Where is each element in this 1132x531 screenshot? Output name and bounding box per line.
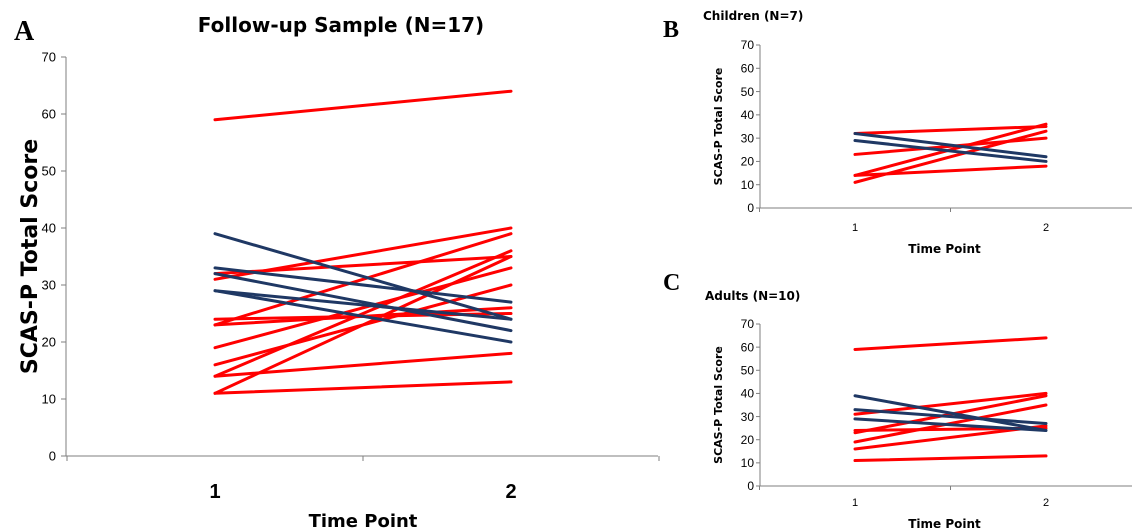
panel-letter: C	[663, 270, 680, 296]
y-tick-label: 20	[741, 155, 755, 169]
y-tick-label: 20	[42, 335, 56, 350]
y-tick-label: 70	[741, 38, 755, 52]
y-tick-label: 0	[747, 201, 754, 215]
series-line-1	[853, 125, 1048, 135]
y-tick-label: 10	[741, 178, 755, 192]
x-tick-label: 1	[852, 222, 858, 234]
y-tick-label: 30	[741, 131, 755, 145]
panel-a: A Follow-up Sample (N=17) 0 10 20 30 40 50 60 70 1…	[14, 13, 660, 531]
y-tick-label: 40	[42, 221, 56, 236]
series-line-8	[213, 283, 513, 367]
series-line-6	[853, 131, 1048, 159]
series-line-3	[213, 255, 513, 276]
y-tick-label: 30	[42, 278, 56, 293]
y-tick-label: 40	[741, 108, 755, 122]
series-line-17	[213, 289, 513, 344]
series-line-12	[213, 380, 513, 395]
series-line-7	[853, 138, 1048, 163]
series-line-7	[213, 266, 513, 350]
chart-title: Adults (N=10)	[705, 289, 800, 303]
x-tick-label: 2	[505, 481, 516, 503]
y-tick-label: 50	[741, 363, 755, 377]
series-line-1	[853, 336, 1048, 351]
y-tick-label: 0	[747, 479, 754, 493]
y-tick-label: 10	[42, 392, 56, 407]
x-tick-label: 2	[1043, 222, 1049, 234]
y-tick-label: 70	[741, 317, 755, 331]
series-line-5	[853, 164, 1048, 177]
y-tick-label: 50	[741, 85, 755, 99]
y-axis-label: SCAS-P Total Score	[712, 68, 725, 186]
x-axis-label: Time Point	[908, 517, 981, 531]
panel-letter: B	[663, 17, 679, 43]
series-line-9	[853, 408, 1048, 426]
series-line-13	[213, 232, 513, 321]
y-tick-label: 40	[741, 387, 755, 401]
x-axis-label: Time Point	[309, 511, 418, 531]
y-tick-label: 30	[741, 410, 755, 424]
series-line-15	[213, 272, 513, 333]
chart-title: Follow-up Sample (N=17)	[198, 13, 484, 37]
series-line-8	[853, 394, 1048, 432]
series-line-11	[213, 351, 513, 378]
y-tick-label: 0	[49, 449, 56, 464]
panel-b: B Children (N=7) 0 10 20 30 40 50 60 70 1 2 Time Poi…	[663, 9, 1132, 256]
y-axis-label: SCAS-P Total Score	[712, 346, 725, 464]
series-line-14	[213, 266, 513, 304]
y-tick-label: 70	[42, 50, 56, 65]
x-axis-label: Time Point	[908, 242, 981, 256]
panel-letter: A	[14, 16, 35, 47]
series-line-10	[853, 417, 1048, 432]
series-line-5	[213, 249, 513, 378]
series-line-1	[213, 89, 513, 122]
series-line-4	[213, 232, 513, 327]
y-tick-label: 10	[741, 456, 755, 470]
x-tick-label: 1	[852, 497, 858, 509]
y-tick-label: 20	[741, 433, 755, 447]
x-tick-label: 2	[1043, 497, 1049, 509]
y-tick-label: 60	[741, 340, 755, 354]
y-tick-label: 50	[42, 164, 56, 179]
chart-title: Children (N=7)	[703, 9, 803, 23]
series-line-7	[853, 454, 1048, 463]
y-axis-label: SCAS-P Total Score	[18, 139, 43, 374]
y-tick-label: 60	[741, 61, 755, 75]
series-line-16	[213, 289, 513, 321]
x-tick-label: 1	[209, 481, 220, 503]
panel-c: C Adults (N=10) 0 10 20 30 40 50 60 70 1 2 Time Poin…	[663, 270, 1132, 531]
y-tick-label: 60	[42, 107, 56, 122]
